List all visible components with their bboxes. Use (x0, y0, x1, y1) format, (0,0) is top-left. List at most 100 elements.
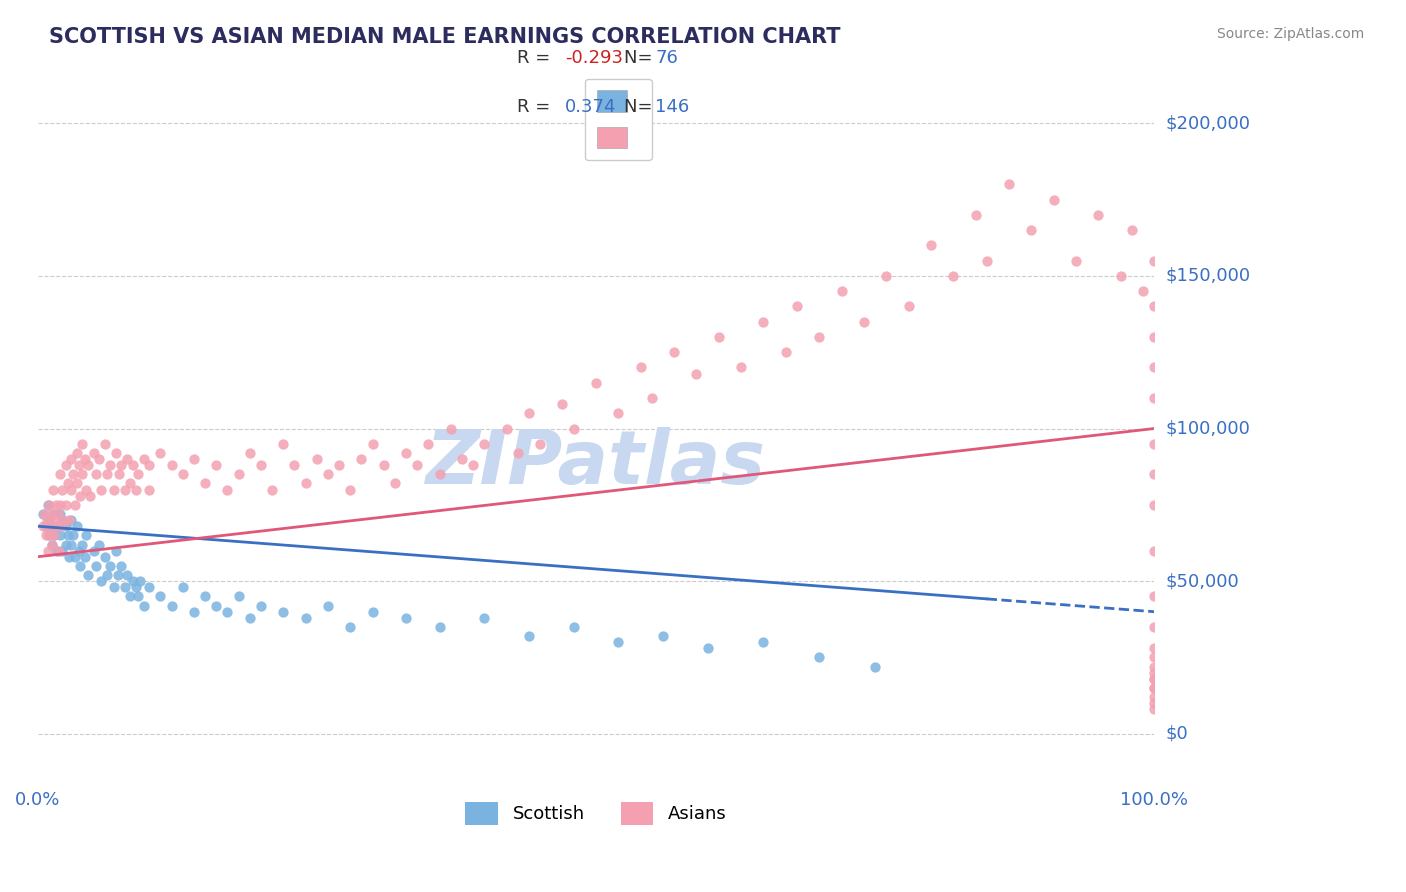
Point (120, 476, 142, 491)
Text: $0: $0 (1166, 725, 1188, 743)
Point (62, 528, 84, 542)
Point (60, 483, 83, 497)
Point (1143, 543, 1166, 558)
Point (440, 421, 463, 435)
Point (79, 489, 101, 503)
Point (373, 458, 395, 472)
Point (1143, 702, 1166, 716)
Legend: Scottish, Asians: Scottish, Asians (457, 792, 735, 834)
Point (49, 519, 72, 533)
Point (49, 498, 72, 512)
Point (685, 367, 707, 381)
Point (384, 476, 406, 491)
Point (852, 315, 875, 329)
Text: R =: R = (517, 98, 557, 116)
Point (183, 605, 205, 619)
Point (132, 599, 155, 613)
Point (37, 498, 59, 512)
Point (1143, 690, 1166, 705)
Point (63, 498, 86, 512)
Point (1064, 253, 1087, 268)
Point (38, 513, 60, 527)
Point (920, 238, 942, 252)
Point (998, 178, 1021, 192)
Point (1143, 681, 1166, 695)
Point (51, 543, 73, 558)
Point (361, 605, 384, 619)
Point (1143, 650, 1166, 665)
Point (69, 489, 91, 503)
Point (138, 580, 160, 594)
Point (172, 580, 194, 594)
Point (1143, 467, 1166, 482)
Point (104, 446, 127, 460)
Point (84, 558, 107, 573)
Point (217, 483, 239, 497)
Point (93, 437, 115, 451)
Point (506, 446, 529, 460)
Point (138, 458, 160, 472)
Point (37, 543, 59, 558)
Point (46, 507, 69, 521)
Point (730, 360, 752, 375)
Point (831, 284, 853, 298)
Point (51, 483, 73, 497)
Point (69, 558, 91, 573)
Point (60, 537, 83, 551)
Point (863, 659, 886, 673)
Point (73, 452, 96, 467)
Point (160, 599, 183, 613)
Point (67, 543, 90, 558)
Point (63, 549, 86, 564)
Point (651, 629, 673, 643)
Point (66, 446, 89, 460)
Point (451, 452, 474, 467)
Point (808, 330, 831, 344)
Point (752, 315, 775, 329)
Point (87, 537, 110, 551)
Point (77, 568, 100, 582)
Point (115, 452, 138, 467)
Point (273, 437, 295, 451)
Point (205, 599, 228, 613)
Point (45, 519, 67, 533)
Point (1021, 223, 1043, 237)
Point (110, 458, 132, 472)
Point (406, 458, 429, 472)
Text: R =: R = (517, 49, 557, 67)
Point (607, 635, 630, 649)
Point (115, 568, 138, 582)
Point (46, 519, 69, 533)
Point (45, 498, 67, 512)
Point (120, 590, 142, 604)
Point (32, 519, 55, 533)
Point (1143, 360, 1166, 375)
Point (1121, 223, 1143, 237)
Point (103, 483, 125, 497)
Point (283, 458, 305, 472)
Point (66, 476, 89, 491)
Point (1143, 641, 1166, 656)
Point (418, 437, 440, 451)
Point (641, 391, 664, 405)
Point (55, 519, 77, 533)
Point (1109, 268, 1132, 283)
Point (96, 568, 118, 582)
Point (294, 476, 316, 491)
Point (114, 580, 136, 594)
Text: -0.293: -0.293 (565, 49, 623, 67)
Point (160, 458, 183, 472)
Point (35, 513, 58, 527)
Point (42, 483, 65, 497)
Point (316, 599, 339, 613)
Point (72, 467, 94, 482)
Point (149, 446, 172, 460)
Point (67, 458, 90, 472)
Point (607, 406, 630, 420)
Point (965, 208, 987, 222)
Point (49, 507, 72, 521)
Point (1143, 665, 1166, 680)
Text: SCOTTISH VS ASIAN MEDIAN MALE EARNINGS CORRELATION CHART: SCOTTISH VS ASIAN MEDIAN MALE EARNINGS C… (49, 27, 841, 46)
Point (56, 476, 79, 491)
Point (630, 360, 652, 375)
